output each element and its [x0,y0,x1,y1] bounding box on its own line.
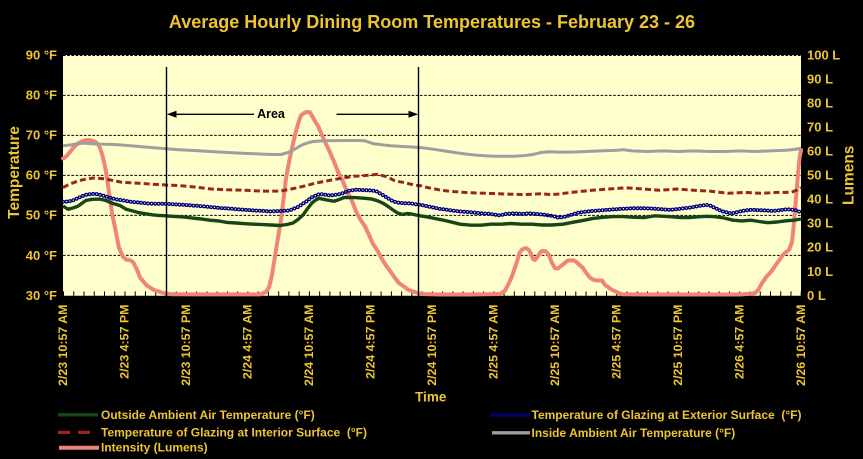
svg-text:30 L: 30 L [807,216,833,231]
svg-text:10 L: 10 L [807,264,833,279]
svg-text:30 °F: 30 °F [26,288,57,303]
svg-text:2/26 4:57 AM: 2/26 4:57 AM [733,305,747,380]
svg-text:70 L: 70 L [807,120,833,135]
svg-text:Temperature of Glazing at Inte: Temperature of Glazing at Interior Surfa… [101,425,367,439]
svg-text:Intensity (Lumens): Intensity (Lumens) [101,441,208,455]
svg-text:100 L: 100 L [807,48,840,63]
svg-text:2/23 4:57 PM: 2/23 4:57 PM [118,305,132,379]
svg-text:40 °F: 40 °F [26,248,57,263]
svg-text:2/24 10:57 PM: 2/24 10:57 PM [425,305,439,386]
svg-text:80 °F: 80 °F [26,88,57,103]
svg-text:2/25 4:57 AM: 2/25 4:57 AM [487,305,501,380]
svg-text:Temperature: Temperature [6,126,23,219]
svg-text:Average Hourly Dining Room Tem: Average Hourly Dining Room Temperatures … [169,12,695,32]
svg-text:50 L: 50 L [807,168,833,183]
svg-text:2/24 4:57 AM: 2/24 4:57 AM [241,305,255,380]
svg-text:Temperature of Glazing at Exte: Temperature of Glazing at Exterior Surfa… [532,408,802,422]
svg-text:Lumens: Lumens [841,146,858,205]
svg-text:Time: Time [415,390,447,405]
svg-text:40 L: 40 L [807,192,833,207]
svg-text:2/25 4:57 PM: 2/25 4:57 PM [610,305,624,379]
svg-text:80 L: 80 L [807,96,833,111]
svg-text:0 L: 0 L [807,288,826,303]
svg-text:Inside Ambient Air Temperature: Inside Ambient Air Temperature (°F) [532,426,736,440]
svg-text:Outside Ambient Air Temperatur: Outside Ambient Air Temperature (°F) [101,408,315,422]
svg-text:2/24 4:57 PM: 2/24 4:57 PM [364,305,378,379]
svg-text:2/24 10:57 AM: 2/24 10:57 AM [302,305,316,387]
svg-text:2/25 10:57 PM: 2/25 10:57 PM [671,305,685,386]
svg-text:90 L: 90 L [807,72,833,87]
svg-text:2/25 10:57 AM: 2/25 10:57 AM [548,305,562,387]
svg-text:50 °F: 50 °F [26,208,57,223]
svg-text:90 °F: 90 °F [26,48,57,63]
svg-text:2/23 10:57 AM: 2/23 10:57 AM [56,305,70,387]
svg-text:20 L: 20 L [807,240,833,255]
svg-text:70 °F: 70 °F [26,128,57,143]
svg-text:2/23 10:57 PM: 2/23 10:57 PM [179,305,193,386]
svg-text:2/26 10:57 AM: 2/26 10:57 AM [794,305,808,387]
svg-text:60 °F: 60 °F [26,168,57,183]
svg-text:Area: Area [257,107,286,121]
svg-text:60 L: 60 L [807,144,833,159]
